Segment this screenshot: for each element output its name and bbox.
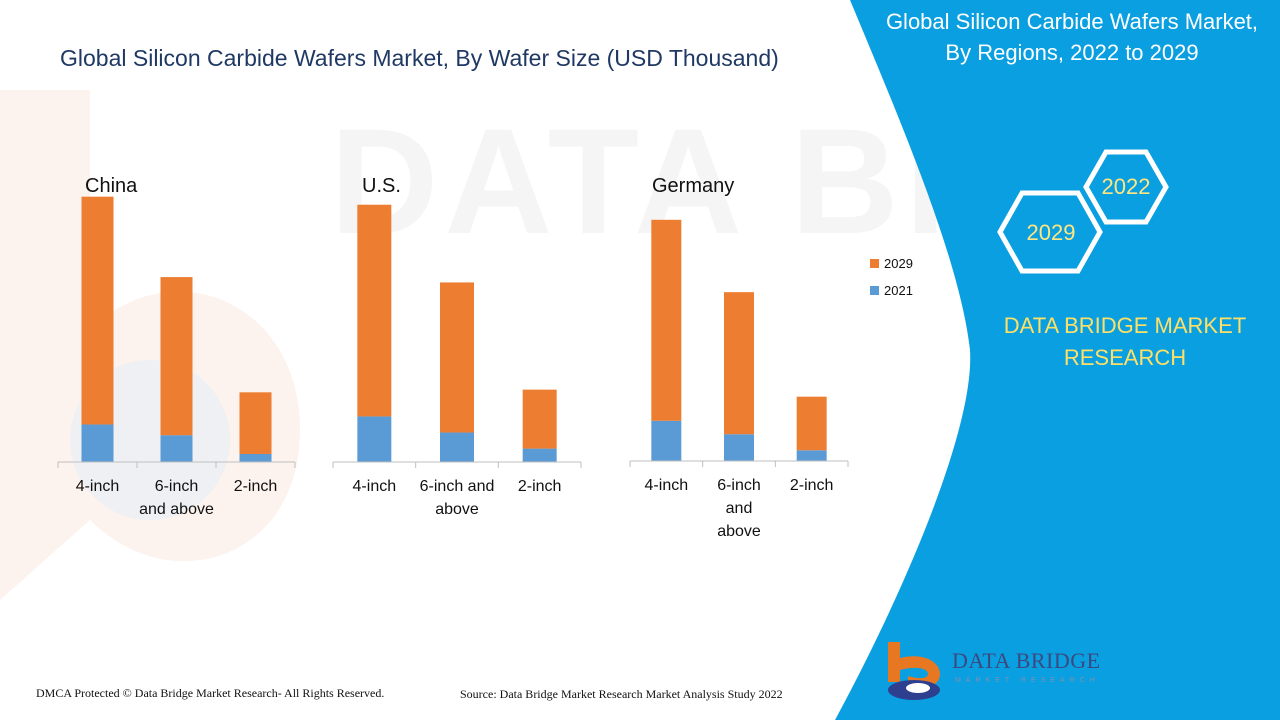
x-tick-label-china-2: 2-inch (234, 478, 278, 495)
side-panel-title: Global Silicon Carbide Wafers Market, By… (882, 6, 1262, 68)
bar-us-1-2021 (440, 432, 474, 462)
region-title-germany: Germany (652, 175, 734, 197)
brand-text: DATA BRIDGE MARKET RESEARCH (985, 310, 1265, 374)
x-tick-label-us-2: 2-inch (518, 478, 562, 495)
legend-swatch-2029 (870, 259, 879, 268)
x-tick-label-germany-1: 6-inch (717, 477, 761, 494)
bar-china-2-2021 (239, 453, 272, 462)
bar-us-1-2029 (440, 282, 474, 433)
legend-label-2029: 2029 (884, 256, 913, 271)
bar-china-0-2021 (81, 424, 114, 462)
hex-year-back: 2022 (1101, 174, 1151, 199)
bar-us-0-2029 (357, 204, 392, 417)
footer-source: Source: Data Bridge Market Research Mark… (460, 687, 783, 701)
bar-germany-0-2029 (651, 219, 682, 421)
x-tick-label-china-1: and above (139, 501, 214, 518)
bar-germany-1-2021 (724, 434, 754, 461)
bar-us-2-2029 (522, 389, 557, 449)
data-bridge-logo-icon (888, 642, 940, 700)
logo-name: DATA BRIDGE (952, 648, 1101, 673)
x-tick-label-us-0: 4-inch (353, 478, 397, 495)
x-tick-label-us-1: 6-inch and (420, 478, 495, 495)
x-tick-label-germany-1: and (726, 500, 753, 517)
bar-germany-0-2021 (651, 420, 682, 461)
bar-germany-1-2029 (724, 292, 754, 435)
chart-title: Global Silicon Carbide Wafers Market, By… (60, 45, 779, 71)
x-tick-label-germany-0: 4-inch (645, 477, 689, 494)
brand-text-line1: DATA BRIDGE MARKET (1003, 313, 1247, 338)
x-tick-label-china-0: 4-inch (76, 478, 120, 495)
region-title-china: China (85, 175, 138, 197)
x-tick-label-germany-1: above (717, 523, 761, 540)
legend-swatch-2021 (870, 286, 879, 295)
footer-copyright: DMCA Protected © Data Bridge Market Rese… (36, 686, 385, 700)
region-title-us: U.S. (362, 175, 401, 197)
bar-germany-2-2029 (796, 396, 827, 451)
x-tick-label-us-1: above (435, 501, 479, 518)
brand-text-line2: RESEARCH (1063, 345, 1187, 370)
side-panel-title-line1: Global Silicon Carbide Wafers Market, (885, 9, 1259, 34)
bar-china-0-2029 (81, 196, 114, 425)
bar-china-1-2029 (160, 277, 193, 436)
bar-us-2-2021 (522, 448, 557, 462)
x-tick-label-germany-2: 2-inch (790, 477, 834, 494)
x-tick-label-china-1: 6-inch (155, 478, 199, 495)
hex-year-front: 2029 (1026, 220, 1076, 245)
bar-us-0-2021 (357, 416, 392, 462)
hex-shape-front (997, 190, 1103, 274)
bar-china-1-2021 (160, 435, 193, 462)
legend-label-2021: 2021 (884, 283, 913, 298)
side-panel-title-line2: By Regions, 2022 to 2029 (945, 40, 1199, 65)
bar-germany-2-2021 (796, 450, 827, 461)
logo-subtitle: MARKET RESEARCH (955, 677, 1100, 684)
hex-shape-back (1083, 149, 1169, 225)
bar-china-2-2029 (239, 392, 272, 454)
